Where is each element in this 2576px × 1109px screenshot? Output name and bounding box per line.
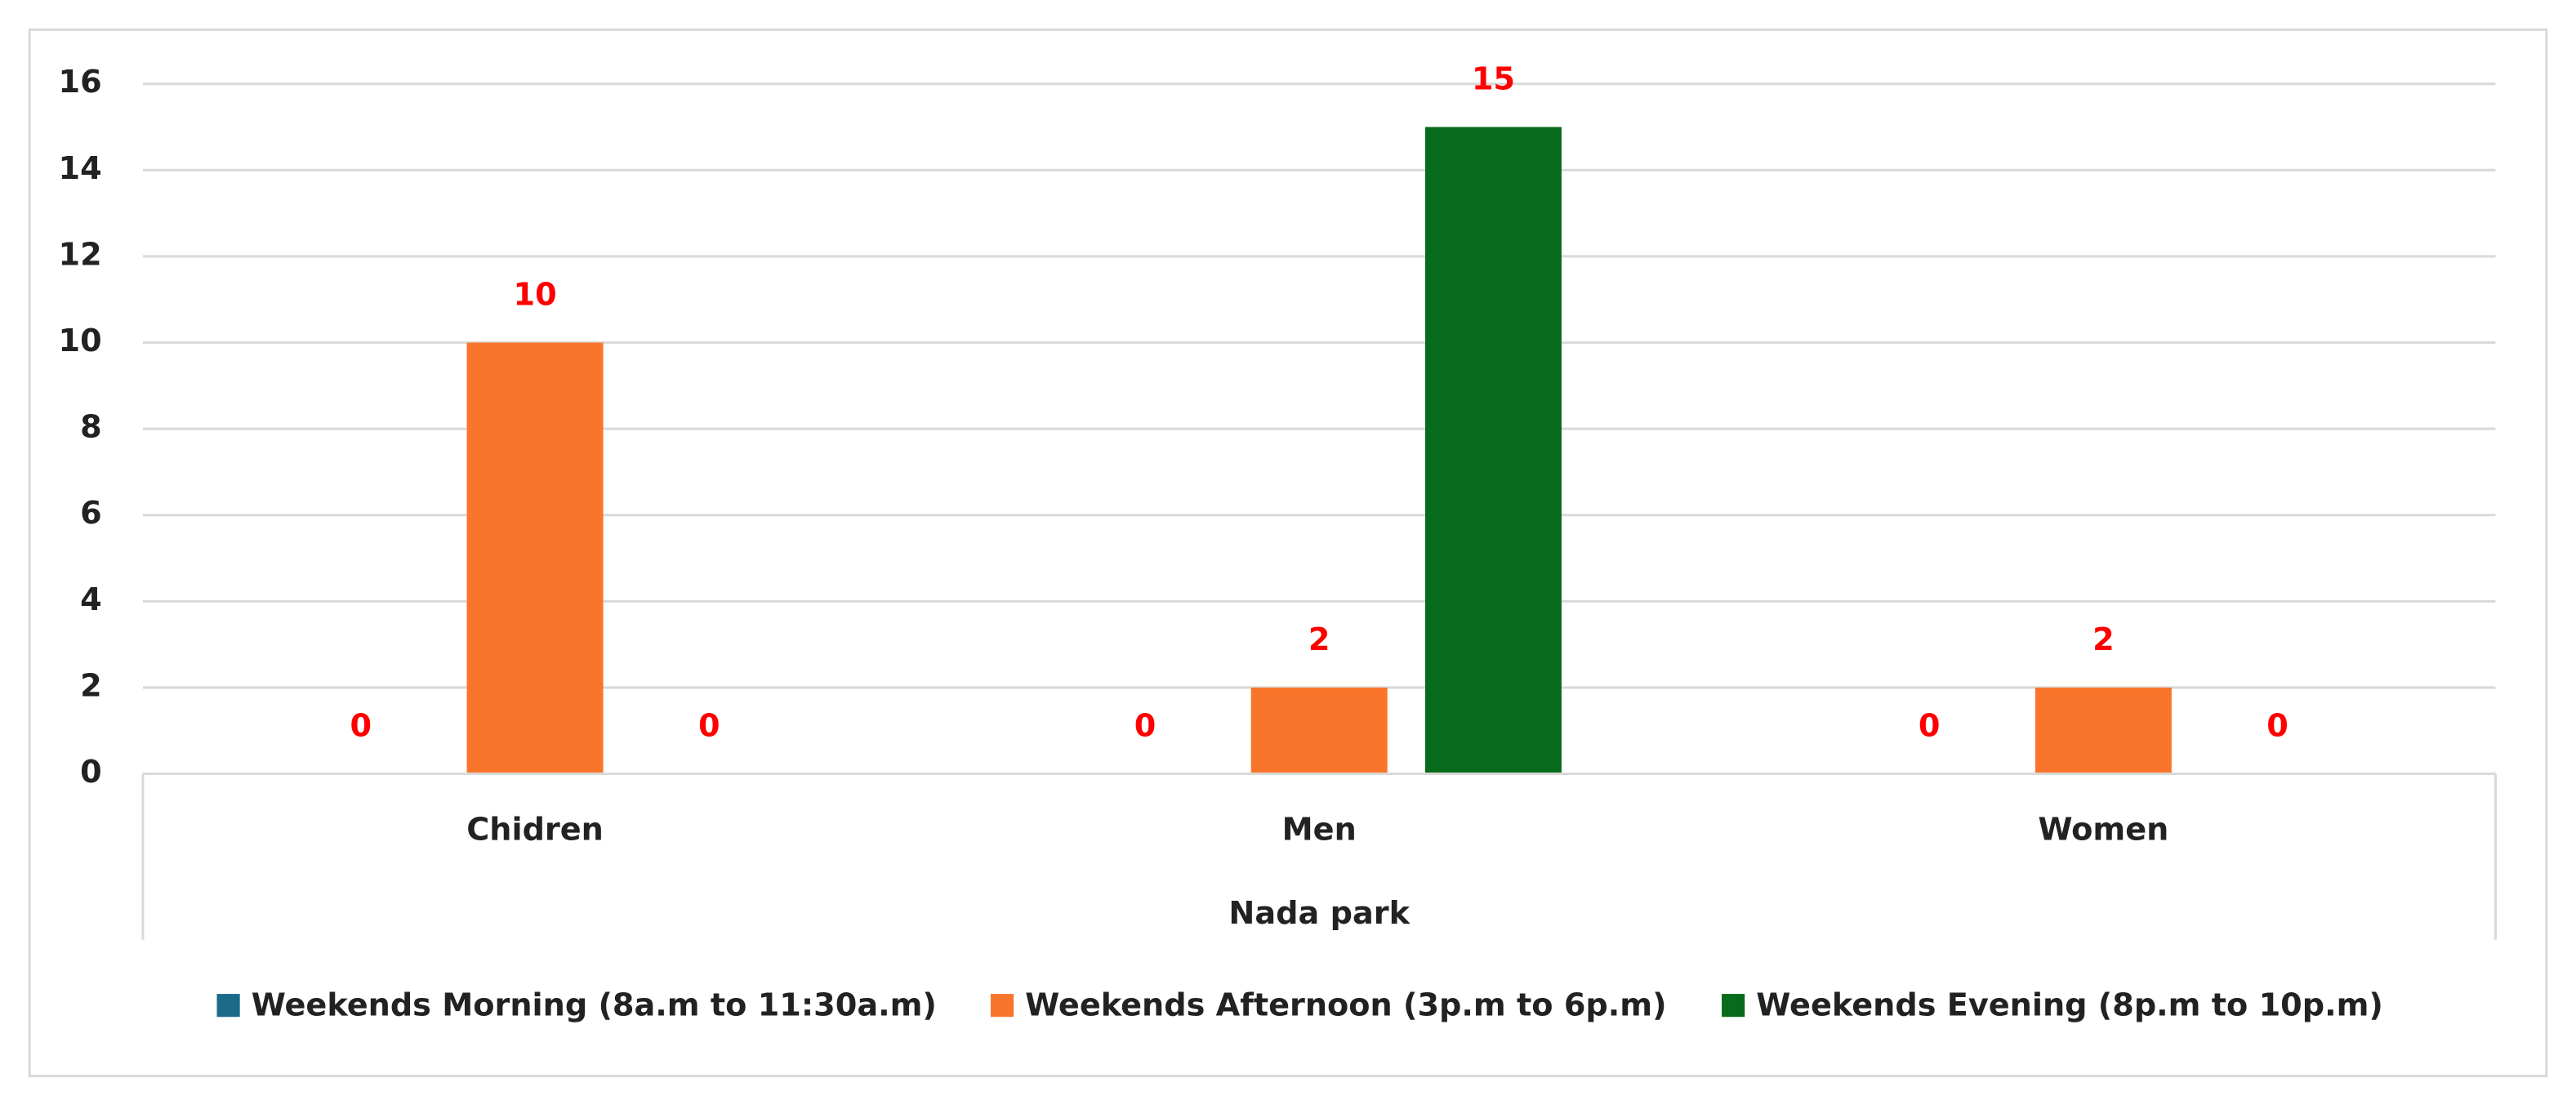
bar [1424, 127, 1562, 774]
bar [1250, 687, 1388, 774]
data-label: 0 [1134, 709, 1157, 745]
data-label: 0 [698, 709, 720, 745]
data-label: 15 [1472, 62, 1515, 98]
y-tick-label: 8 [80, 410, 102, 446]
x-tick-label: Chidren [466, 812, 604, 848]
y-tick-label: 4 [80, 582, 102, 618]
x-axis-title: Nada park [1228, 896, 1411, 932]
legend-label: Weekends Morning (8a.m to 11:30a.m) [252, 988, 937, 1024]
legend-swatch [1722, 994, 1745, 1018]
y-tick-label: 10 [59, 323, 102, 359]
x-tick-label: Men [1282, 812, 1357, 848]
legend-label: Weekends Evening (8p.m to 10p.m) [1756, 988, 2383, 1024]
y-tick-label: 14 [59, 151, 102, 187]
data-label: 2 [2092, 622, 2115, 658]
legend-label: Weekends Afternoon (3p.m to 6p.m) [1025, 988, 1666, 1024]
chart-frame [28, 28, 2548, 1078]
y-tick-label: 12 [59, 237, 102, 273]
y-tick-label: 16 [59, 65, 102, 100]
y-tick-label: 6 [80, 496, 102, 532]
data-label: 0 [350, 709, 372, 745]
y-tick-label: 2 [80, 668, 102, 704]
data-label: 0 [2266, 709, 2289, 745]
bar [466, 342, 604, 774]
y-tick-label: 0 [80, 755, 102, 791]
x-tick-label: Women [2038, 812, 2168, 848]
bar [2035, 687, 2172, 774]
legend-swatch [990, 994, 1014, 1018]
legend-swatch [216, 994, 240, 1018]
data-label: 0 [1919, 709, 1941, 745]
data-label: 10 [513, 278, 556, 314]
data-label: 2 [1308, 622, 1330, 658]
